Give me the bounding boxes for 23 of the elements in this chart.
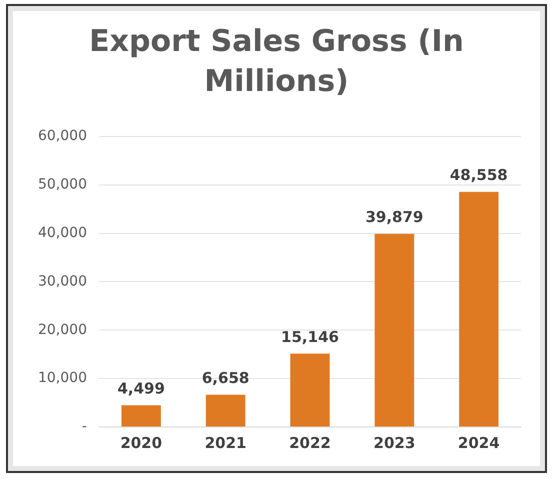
y-tick-label: - [82,418,87,435]
bar [290,354,330,426]
y-tick-label: 40,000 [38,224,87,241]
bar [121,405,161,426]
x-tick-label: 2023 [374,434,416,452]
y-tick-label: 10,000 [38,370,87,386]
y-tick-label: 50,000 [38,176,87,192]
y-tick-label: 60,000 [38,128,87,144]
x-tick-label: 2021 [204,434,246,452]
x-tick-label: 2024 [458,434,500,452]
data-label: 39,879 [365,208,424,226]
x-tick-label: 2020 [120,434,162,452]
bar [374,234,414,426]
data-label: 48,558 [450,166,508,184]
y-tick-label: 20,000 [38,322,87,338]
y-tick-label: 30,000 [38,273,87,290]
bar [206,394,246,426]
data-label: 4,499 [117,380,165,398]
bar [459,192,499,426]
data-label: 15,146 [281,328,339,346]
x-tick-label: 2022 [289,434,331,452]
data-label: 6,658 [202,369,250,388]
chart-title: Export Sales Gross (In Millions) [88,23,465,101]
